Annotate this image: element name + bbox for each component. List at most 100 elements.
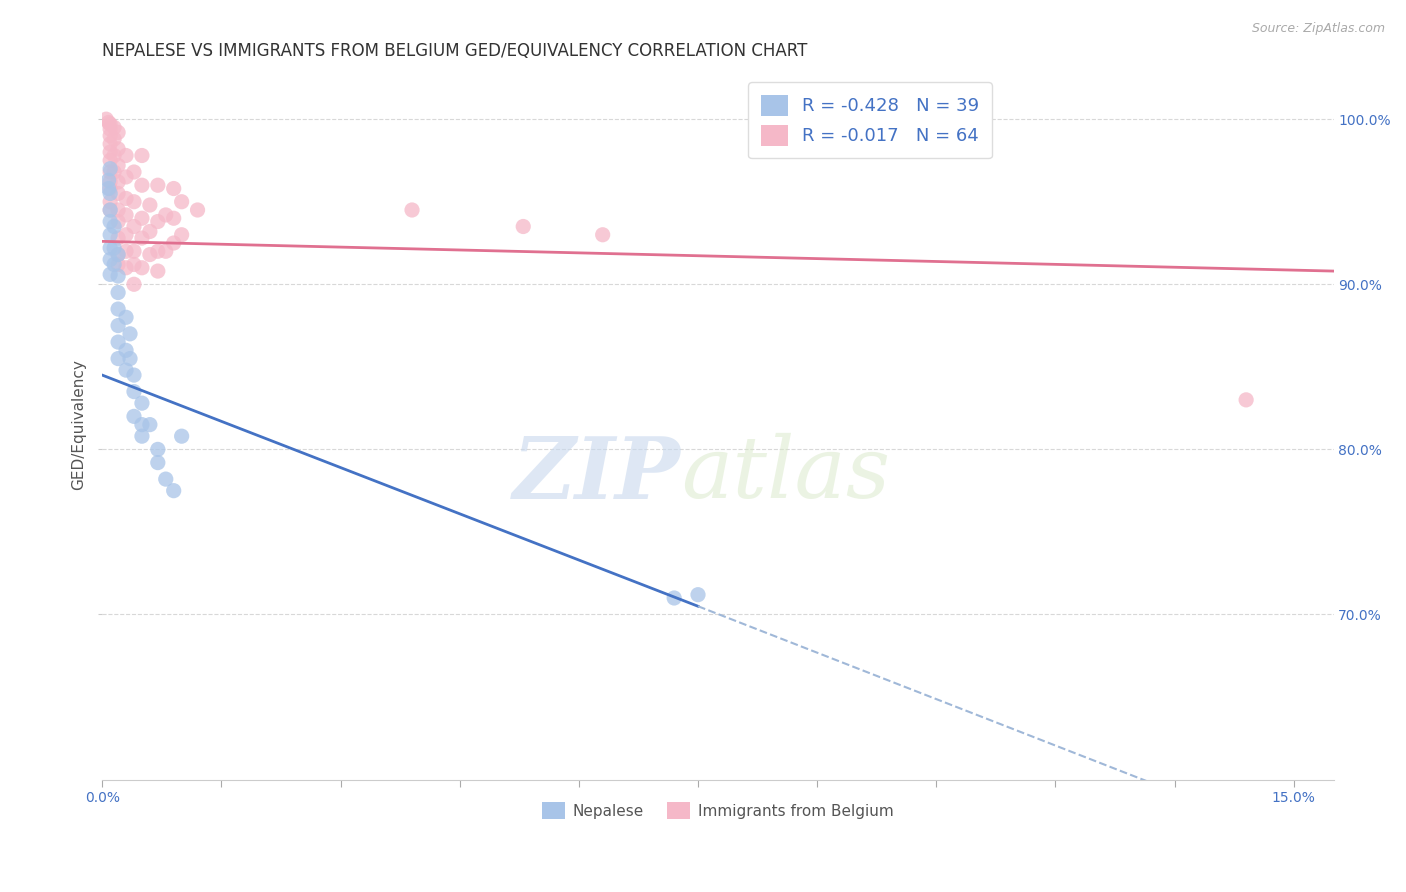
Point <box>107 231 129 245</box>
Point <box>98 128 121 143</box>
Point <box>186 202 208 217</box>
Point <box>115 244 138 259</box>
Point <box>139 224 162 238</box>
Point <box>122 244 145 259</box>
Point <box>103 132 125 146</box>
Point <box>122 368 145 383</box>
Point <box>107 247 129 261</box>
Point <box>107 142 129 156</box>
Point <box>98 136 121 151</box>
Point <box>118 326 141 341</box>
Text: atlas: atlas <box>681 433 890 516</box>
Point <box>107 268 129 283</box>
Point <box>98 202 121 217</box>
Point <box>107 247 129 261</box>
Point <box>115 169 138 184</box>
Point <box>103 120 125 135</box>
Point <box>103 219 125 234</box>
Point <box>115 148 138 162</box>
Point <box>146 456 169 470</box>
Point <box>592 227 614 242</box>
Point <box>115 227 138 242</box>
Point <box>115 191 138 205</box>
Point <box>98 194 121 209</box>
Point <box>1234 392 1257 407</box>
Point <box>107 158 129 172</box>
Point <box>170 194 193 209</box>
Point <box>103 165 125 179</box>
Point <box>103 257 125 271</box>
Point <box>401 202 423 217</box>
Point <box>107 301 129 316</box>
Point <box>98 165 121 179</box>
Point <box>686 588 709 602</box>
Point <box>96 112 118 127</box>
Point <box>107 186 129 201</box>
Point <box>146 214 169 228</box>
Point <box>98 153 121 168</box>
Point <box>139 198 162 212</box>
Point <box>146 442 169 457</box>
Point <box>98 181 121 195</box>
Point <box>115 260 138 275</box>
Point <box>146 264 169 278</box>
Point <box>131 396 153 410</box>
Point <box>115 363 138 377</box>
Point <box>146 244 169 259</box>
Point <box>170 429 193 443</box>
Point <box>163 483 186 498</box>
Point <box>170 227 193 242</box>
Point <box>512 219 534 234</box>
Point <box>122 257 145 271</box>
Point <box>146 178 169 193</box>
Point <box>115 343 138 358</box>
Point <box>98 268 121 282</box>
Point <box>115 208 138 222</box>
Point <box>131 178 153 193</box>
Point <box>107 334 129 349</box>
Point <box>131 231 153 245</box>
Point <box>122 384 145 399</box>
Point <box>163 211 186 226</box>
Point <box>98 186 121 201</box>
Point <box>155 208 177 222</box>
Point <box>131 148 153 162</box>
Point <box>155 244 177 259</box>
Point <box>107 214 129 228</box>
Point <box>107 351 129 366</box>
Point <box>163 181 186 195</box>
Point <box>131 429 153 443</box>
Point <box>97 115 120 129</box>
Point <box>131 260 153 275</box>
Point <box>115 310 138 325</box>
Point <box>107 257 129 271</box>
Point <box>107 285 129 300</box>
Point <box>97 181 120 195</box>
Point <box>98 241 121 255</box>
Legend: Nepalese, Immigrants from Belgium: Nepalese, Immigrants from Belgium <box>536 797 900 825</box>
Point <box>107 318 129 333</box>
Point <box>155 472 177 486</box>
Point <box>122 165 145 179</box>
Point <box>98 175 121 189</box>
Point <box>122 219 145 234</box>
Point <box>97 173 120 187</box>
Point <box>107 175 129 189</box>
Point <box>139 417 162 432</box>
Point <box>122 409 145 424</box>
Point <box>163 235 186 250</box>
Point <box>131 211 153 226</box>
Point <box>662 591 685 605</box>
Point <box>98 161 121 176</box>
Text: ZIP: ZIP <box>513 433 681 516</box>
Text: Source: ZipAtlas.com: Source: ZipAtlas.com <box>1251 22 1385 36</box>
Point <box>107 202 129 217</box>
Point <box>103 241 125 255</box>
Point <box>98 214 121 228</box>
Text: NEPALESE VS IMMIGRANTS FROM BELGIUM GED/EQUIVALENCY CORRELATION CHART: NEPALESE VS IMMIGRANTS FROM BELGIUM GED/… <box>103 42 807 60</box>
Point <box>122 194 145 209</box>
Point <box>118 351 141 366</box>
Point <box>98 252 121 267</box>
Point <box>139 247 162 261</box>
Point <box>98 227 121 242</box>
